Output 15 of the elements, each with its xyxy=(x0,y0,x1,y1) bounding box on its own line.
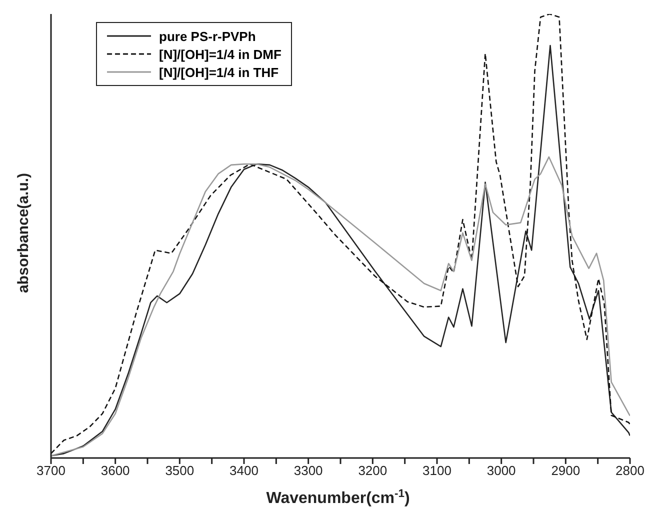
x-tick-label: 3400 xyxy=(230,463,258,478)
x-tick-label: 3600 xyxy=(100,463,130,478)
x-tick-label: 3700 xyxy=(36,463,66,478)
x-tick-label: 2900 xyxy=(551,463,580,478)
x-tick-label: 3500 xyxy=(165,463,194,478)
x-tick-label: 3000 xyxy=(486,463,516,478)
x-tick-label: 3300 xyxy=(294,463,323,478)
x-tick-label: 3200 xyxy=(358,463,388,478)
x-tick-label: 3100 xyxy=(422,463,452,478)
x-axis-title: Wavenumber(cm$^{-1}$) xyxy=(266,488,410,507)
legend-label: pure PS-r-PVPh xyxy=(159,28,256,44)
legend-label: [N]/[OH]=1/4 in DMF xyxy=(159,46,282,62)
y-axis-title: absorbance(a.u.) xyxy=(15,172,32,294)
x-tick-label: 2800 xyxy=(616,463,644,478)
legend-label: [N]/[OH]=1/4 in THF xyxy=(159,64,279,80)
